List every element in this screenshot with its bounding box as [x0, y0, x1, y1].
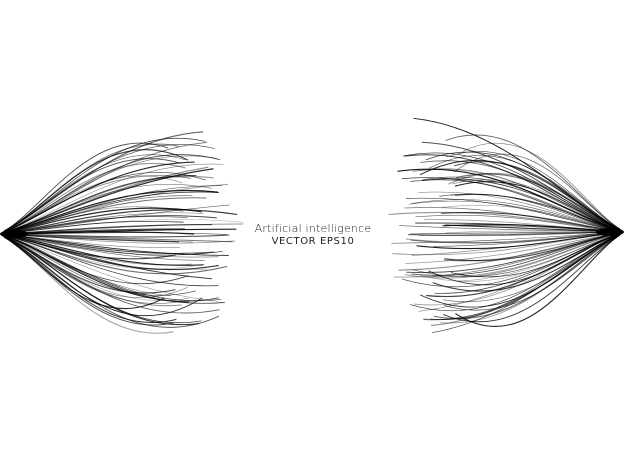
neural-line	[406, 232, 621, 274]
neural-line	[406, 197, 621, 232]
neural-line	[402, 233, 621, 288]
neural-line	[392, 232, 621, 256]
neural-line	[3, 142, 169, 232]
neural-line	[462, 142, 621, 230]
neural-line	[452, 179, 621, 231]
neural-line	[3, 207, 202, 234]
neural-line	[3, 158, 181, 232]
neural-line	[3, 189, 218, 234]
neural-line	[3, 195, 193, 234]
neural-line	[404, 154, 621, 231]
neural-line	[401, 177, 621, 232]
bundle-core	[596, 228, 624, 236]
neural-line	[3, 234, 228, 275]
neural-line	[3, 206, 184, 234]
neural-line	[3, 234, 229, 256]
artwork-subtitle: VECTOR EPS10	[271, 236, 355, 247]
left-line-bundle	[0, 131, 244, 334]
neural-line	[3, 154, 221, 233]
neural-line	[448, 172, 621, 231]
neural-line	[441, 204, 621, 232]
neural-line	[454, 181, 621, 232]
neural-line	[3, 235, 176, 294]
neural-line	[3, 209, 238, 234]
neural-line	[3, 236, 220, 314]
neural-line	[411, 232, 621, 256]
neural-line	[3, 143, 180, 232]
neural-line	[412, 233, 621, 278]
neural-line	[419, 233, 621, 282]
neural-line	[453, 161, 621, 231]
bundle-core	[0, 230, 28, 238]
neural-line	[3, 149, 189, 232]
neural-line	[3, 235, 225, 304]
neural-line	[405, 232, 621, 264]
neural-line	[442, 234, 621, 323]
neural-line	[3, 235, 196, 296]
neural-line	[404, 232, 621, 279]
neural-line	[398, 232, 621, 271]
neural-line	[444, 234, 621, 311]
neural-line	[3, 163, 224, 233]
neural-line	[3, 234, 205, 261]
right-line-bundle	[388, 117, 624, 334]
neural-line	[439, 193, 621, 232]
neural-line	[3, 234, 223, 256]
neural-line	[3, 236, 220, 328]
neural-line	[425, 151, 621, 230]
neural-line	[3, 175, 183, 233]
artwork-title: Artificial intelligence	[254, 222, 372, 235]
neural-line	[3, 235, 219, 302]
neural-line	[422, 176, 621, 231]
neural-line	[3, 175, 197, 234]
neural-line	[432, 233, 621, 292]
neural-line	[3, 235, 222, 301]
neural-line	[444, 232, 621, 262]
neural-line	[453, 153, 621, 230]
neural-line	[446, 151, 621, 230]
neural-line	[418, 233, 621, 312]
neural-line	[3, 235, 219, 287]
neural-line	[393, 233, 621, 278]
neural-line	[455, 234, 621, 328]
neural-line	[3, 234, 212, 280]
neural-line	[408, 200, 621, 232]
neural-line	[3, 236, 174, 326]
neural-line	[3, 171, 206, 233]
neural-line	[411, 199, 621, 232]
neural-line	[3, 215, 217, 234]
neural-line	[3, 162, 186, 233]
neural-line	[3, 234, 208, 271]
